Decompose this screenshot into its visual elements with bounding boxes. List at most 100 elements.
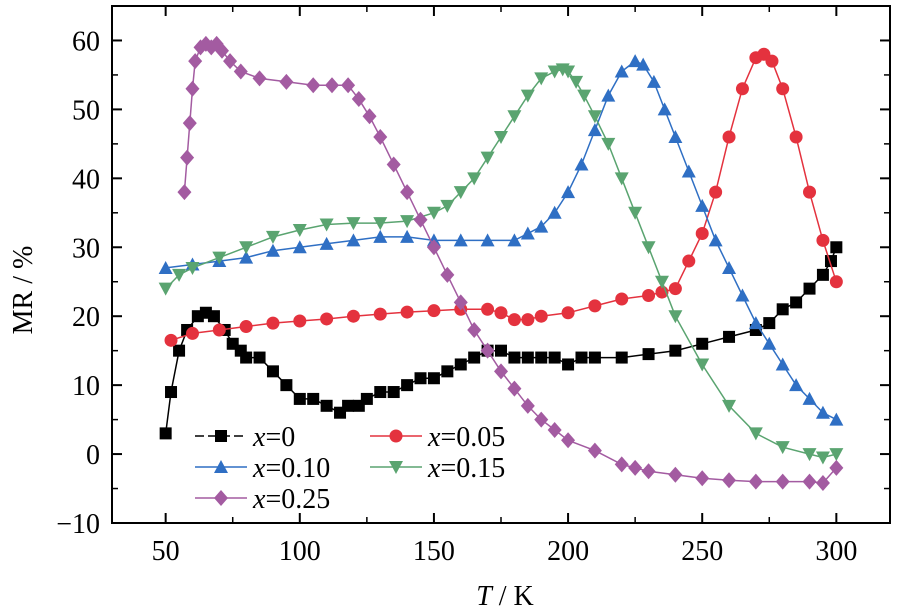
data-point bbox=[775, 357, 790, 371]
data-point bbox=[341, 77, 356, 94]
data-point bbox=[802, 391, 817, 405]
data-point bbox=[173, 344, 186, 357]
data-point bbox=[534, 309, 548, 323]
data-point bbox=[588, 299, 602, 313]
data-point bbox=[803, 185, 817, 199]
y-tick-label: 10 bbox=[72, 371, 100, 402]
data-point bbox=[668, 282, 682, 296]
data-point bbox=[668, 129, 683, 143]
data-point bbox=[293, 314, 307, 328]
data-point bbox=[386, 156, 401, 173]
y-tick-label: 60 bbox=[72, 26, 100, 57]
legend-label-value: =0.15 bbox=[440, 453, 505, 484]
data-point bbox=[561, 306, 575, 320]
data-point bbox=[668, 466, 683, 483]
data-point bbox=[789, 130, 803, 144]
data-point bbox=[601, 137, 616, 151]
data-point bbox=[762, 336, 777, 350]
legend-label-value: =0.10 bbox=[265, 453, 330, 484]
data-point bbox=[628, 206, 643, 220]
data-point bbox=[735, 288, 750, 302]
legend-label: x=0.10 bbox=[252, 453, 330, 484]
data-point bbox=[695, 358, 710, 372]
data-point bbox=[495, 344, 507, 357]
data-point bbox=[669, 344, 682, 357]
y-axis-label: MR / % bbox=[8, 246, 39, 335]
data-point bbox=[722, 472, 737, 489]
data-point bbox=[815, 475, 830, 492]
data-point bbox=[534, 411, 549, 428]
data-point bbox=[520, 226, 535, 240]
data-point bbox=[265, 243, 280, 257]
legend-item: x=0.25 bbox=[195, 484, 330, 515]
data-point bbox=[454, 358, 467, 371]
data-point bbox=[561, 185, 576, 199]
legend-label-symbol: x bbox=[252, 453, 266, 484]
data-point bbox=[587, 442, 602, 459]
legend-label-value: =0.05 bbox=[440, 422, 505, 453]
data-point bbox=[614, 456, 629, 473]
data-point bbox=[239, 320, 253, 334]
data-point bbox=[776, 303, 789, 316]
data-point bbox=[802, 448, 817, 462]
data-point bbox=[575, 351, 588, 364]
legend-marker bbox=[389, 429, 403, 443]
data-point bbox=[360, 392, 373, 405]
data-point bbox=[535, 351, 548, 364]
data-point bbox=[789, 378, 804, 392]
data-point bbox=[682, 254, 696, 268]
legend-label: x=0.25 bbox=[252, 484, 330, 515]
data-point bbox=[829, 275, 843, 289]
data-point bbox=[480, 151, 495, 165]
data-point bbox=[306, 77, 321, 94]
data-point bbox=[708, 233, 723, 247]
data-point bbox=[400, 229, 415, 243]
data-point bbox=[696, 337, 709, 350]
data-point bbox=[615, 351, 628, 364]
data-point bbox=[520, 89, 535, 103]
data-point bbox=[562, 358, 575, 371]
data-point bbox=[816, 233, 830, 247]
data-point bbox=[223, 53, 238, 70]
data-point bbox=[654, 275, 669, 289]
legend-label-symbol: x bbox=[427, 453, 441, 484]
x-axis-label: T / K bbox=[476, 581, 534, 611]
y-tick-label: −10 bbox=[56, 509, 100, 540]
legend: x=0 x=0.05x=0.10 x=0.15x=0.25 bbox=[195, 422, 505, 515]
y-tick-label: 40 bbox=[72, 164, 100, 195]
data-point bbox=[453, 233, 468, 247]
data-point bbox=[400, 215, 415, 229]
data-point bbox=[815, 405, 830, 419]
data-point bbox=[615, 292, 629, 306]
data-point bbox=[265, 230, 280, 244]
legend-item: x=0.10 bbox=[195, 453, 330, 484]
data-point bbox=[494, 130, 508, 144]
series-line bbox=[165, 68, 837, 459]
data-point bbox=[657, 102, 672, 116]
data-point bbox=[803, 282, 816, 295]
data-point bbox=[569, 75, 584, 89]
y-tick-label: 0 bbox=[86, 440, 100, 471]
data-point bbox=[362, 108, 377, 125]
data-point bbox=[280, 379, 293, 392]
data-point bbox=[292, 240, 307, 254]
data-point bbox=[373, 229, 388, 243]
series-line bbox=[183, 42, 837, 484]
data-point bbox=[561, 65, 576, 79]
data-point bbox=[588, 351, 601, 364]
data-point bbox=[614, 64, 629, 78]
x-tick-label: 250 bbox=[681, 536, 723, 567]
data-point bbox=[829, 412, 844, 426]
axes: 50 100 150 200 250 300 −10 0 10 20 30 40 50 60 bbox=[56, 5, 890, 567]
data-point bbox=[646, 74, 661, 88]
data-point bbox=[207, 310, 220, 323]
legend-label-symbol: x bbox=[252, 422, 266, 453]
data-point bbox=[373, 128, 388, 145]
y-tick-label: 30 bbox=[72, 233, 100, 264]
data-point bbox=[547, 205, 562, 219]
legend-marker bbox=[215, 430, 227, 442]
data-point bbox=[414, 372, 427, 385]
data-point bbox=[507, 313, 521, 327]
data-point bbox=[346, 309, 360, 323]
